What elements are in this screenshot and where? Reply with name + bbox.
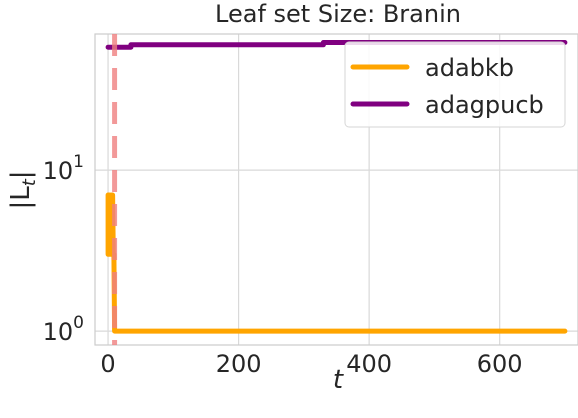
y-tick-base-0: 10 [43, 318, 74, 346]
legend-label-adagpucb: adagpucb [425, 91, 544, 119]
y-axis-label-tail: | [6, 170, 36, 179]
y-axis-label-subscript: t [19, 178, 40, 186]
y-tick-base-1: 10 [43, 157, 74, 185]
x-tick-label-600: 600 [477, 350, 523, 378]
y-tick-exponent-0: 0 [73, 313, 84, 333]
y-tick-label-0: 100 [43, 313, 84, 346]
legend: adabkb adagpucb [344, 41, 566, 128]
x-tick-label-200: 200 [216, 350, 262, 378]
plot-frame [94, 33, 578, 346]
y-tick-label-1: 101 [43, 152, 84, 185]
y-tick-exponent-1: 1 [73, 152, 84, 172]
x-tick-label-400: 400 [346, 350, 392, 378]
y-axis-label-main: |L [6, 186, 36, 210]
x-axis-label: t [333, 365, 344, 395]
legend-label-adabkb: adabkb [425, 54, 514, 82]
y-axis-label: |Lt| [6, 170, 40, 209]
chart-title: Leaf set Size: Branin [215, 0, 461, 28]
series-line-adabkb [105, 192, 568, 334]
x-tick-label-0: 0 [100, 350, 115, 378]
